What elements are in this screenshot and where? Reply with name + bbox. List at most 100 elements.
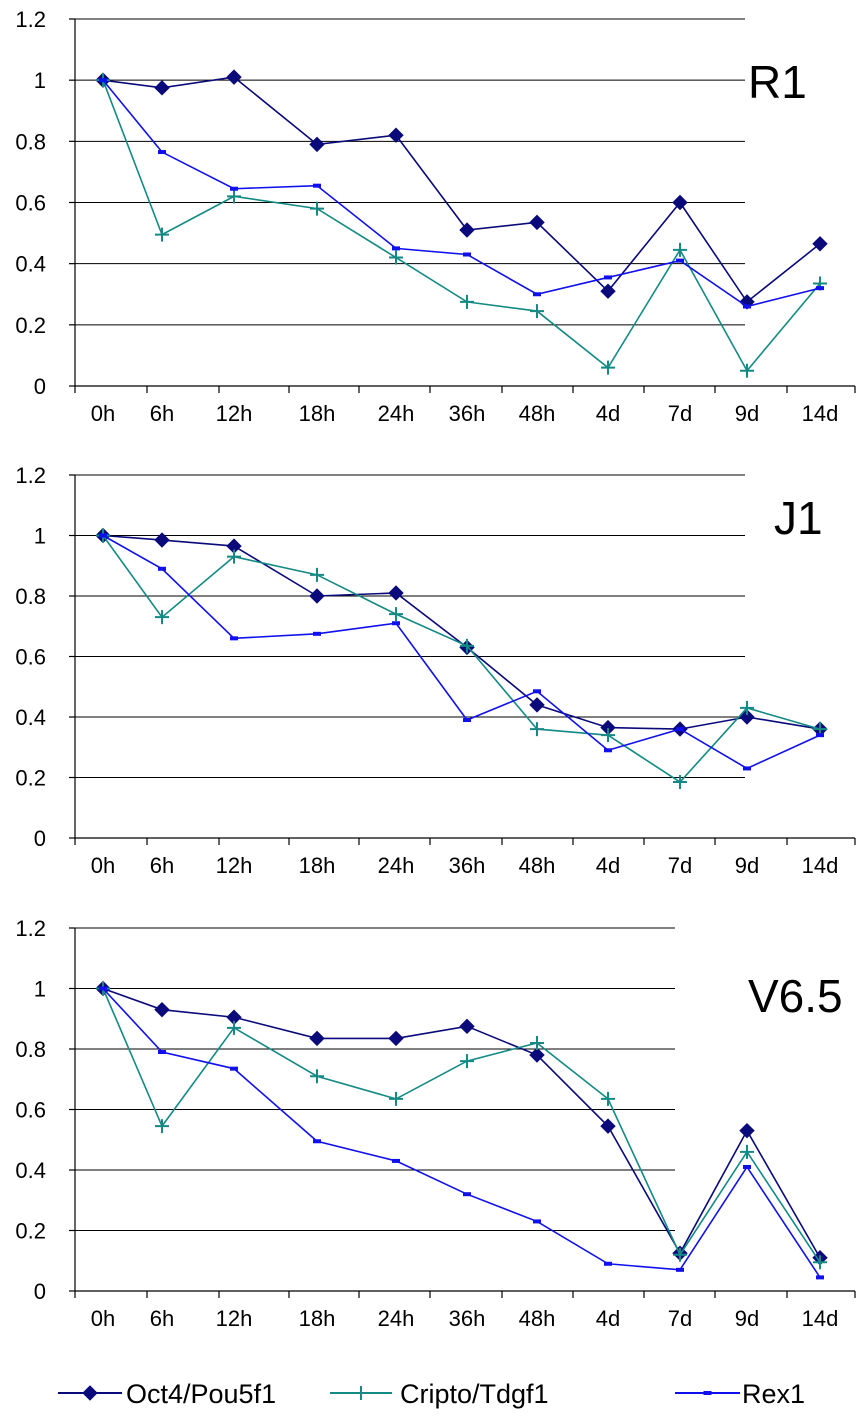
x-tick-label: 12h — [216, 401, 253, 426]
data-point — [155, 1119, 169, 1134]
data-point — [743, 304, 751, 309]
data-point — [812, 236, 828, 252]
data-point — [388, 585, 404, 601]
series-line — [102, 79, 821, 373]
series-line — [102, 987, 821, 1259]
data-point — [459, 222, 475, 238]
data-point — [604, 1261, 612, 1266]
data-point — [227, 189, 241, 204]
data-point — [227, 549, 241, 564]
x-tick-label: 7d — [668, 1306, 692, 1331]
x-tick-label: 24h — [378, 853, 415, 878]
data-point — [739, 709, 755, 725]
data-point — [230, 636, 238, 641]
data-point — [533, 689, 541, 694]
x-tick-label: 6h — [150, 1306, 174, 1331]
data-point — [460, 638, 474, 653]
data-point — [529, 1047, 545, 1063]
x-tick-label: 24h — [378, 401, 415, 426]
data-point — [392, 621, 400, 626]
x-tick-label: 14d — [802, 1306, 839, 1331]
x-tick-label: 12h — [216, 853, 253, 878]
x-tick-label: 14d — [802, 853, 839, 878]
x-tick-label: 48h — [519, 853, 556, 878]
chart-panel-3: 0 0.2 0.4 0.6 0.8 1 1.2 0h 6h 12h 18h 24h 36h 48h 4d 7d… — [15, 916, 856, 1331]
x-tick-label: 4d — [596, 401, 620, 426]
chart-title: V6.5 — [748, 970, 843, 1022]
data-point — [389, 607, 403, 622]
y-tick-label: 0.2 — [15, 313, 46, 338]
y-tick-label: 0.6 — [15, 1098, 46, 1123]
data-point — [740, 363, 754, 378]
data-point — [99, 986, 107, 991]
series-cripto — [96, 981, 827, 1270]
data-point — [158, 1050, 166, 1055]
y-tick-label: 1.2 — [15, 463, 46, 488]
x-tick-label: 0h — [91, 853, 115, 878]
data-point — [740, 1144, 754, 1159]
data-point — [673, 775, 687, 790]
data-point — [813, 1255, 827, 1270]
series-rex1 — [99, 78, 824, 309]
data-point — [388, 1030, 404, 1047]
y-tick-label: 1.2 — [15, 916, 46, 941]
data-point — [530, 722, 544, 737]
x-tick-label: 18h — [299, 853, 336, 878]
data-point — [529, 697, 545, 713]
data-point — [313, 631, 321, 636]
data-point — [309, 136, 325, 153]
series-oct4 — [95, 980, 828, 1266]
x-tick-label: 14d — [802, 401, 839, 426]
data-point — [154, 1001, 170, 1018]
legend-marker — [82, 1385, 98, 1401]
y-tick-label: 0 — [34, 1279, 46, 1304]
chart-panel-2: 0 0.2 0.4 0.6 0.8 1 1.2 0h 6h 12h 18h 24h 36h 48h 4d 7d… — [15, 463, 856, 878]
data-point — [601, 728, 615, 743]
data-point — [463, 252, 471, 257]
data-point — [226, 69, 242, 85]
data-point — [533, 292, 541, 297]
chart-panel-1: 0 0.2 0.4 0.6 0.8 1 1.2 0h 6h 12h 18h 24h 36h 48h 4d 7d… — [15, 7, 856, 426]
data-point — [309, 1030, 325, 1047]
data-point — [529, 214, 545, 231]
y-tick-label: 0.2 — [15, 1219, 46, 1244]
data-point — [600, 1118, 616, 1134]
x-tick-label: 0h — [91, 401, 115, 426]
chart-title: R1 — [748, 56, 807, 108]
data-point — [533, 1219, 541, 1224]
x-tick-label: 18h — [299, 1306, 336, 1331]
data-point — [676, 1267, 684, 1272]
data-point — [227, 1020, 241, 1035]
series-oct4 — [95, 527, 828, 737]
y-tick-label: 0 — [34, 826, 46, 851]
data-point — [673, 1247, 687, 1262]
y-tick-label: 0 — [34, 374, 46, 399]
x-tick-label: 9d — [735, 853, 759, 878]
y-tick-label: 0.6 — [15, 191, 46, 216]
series-line — [102, 534, 821, 730]
data-point — [600, 283, 616, 299]
legend-item-oct4: Oct4/Pou5f1 — [58, 1379, 276, 1409]
x-tick-label: 48h — [519, 1306, 556, 1331]
legend-label: Cripto/Tdgf1 — [400, 1379, 549, 1409]
data-point — [739, 1122, 755, 1139]
data-point — [230, 1066, 238, 1071]
data-point — [310, 567, 324, 582]
data-point — [459, 1018, 475, 1035]
data-point — [604, 748, 612, 753]
data-point — [816, 286, 824, 291]
data-point — [676, 727, 684, 732]
y-tick-label: 0.4 — [15, 705, 46, 730]
legend: Oct4/Pou5f1 Cripto/Tdgf1 Rex1 — [58, 1379, 805, 1409]
y-tick-label: 0.4 — [15, 252, 46, 277]
data-point — [739, 294, 755, 310]
x-tick-label: 36h — [449, 401, 486, 426]
chart-title: J1 — [774, 492, 823, 544]
data-point — [310, 1069, 324, 1084]
data-point — [313, 183, 321, 188]
data-point — [816, 1275, 824, 1280]
data-point — [530, 1035, 544, 1050]
data-point — [743, 766, 751, 771]
series-cripto — [96, 73, 827, 378]
